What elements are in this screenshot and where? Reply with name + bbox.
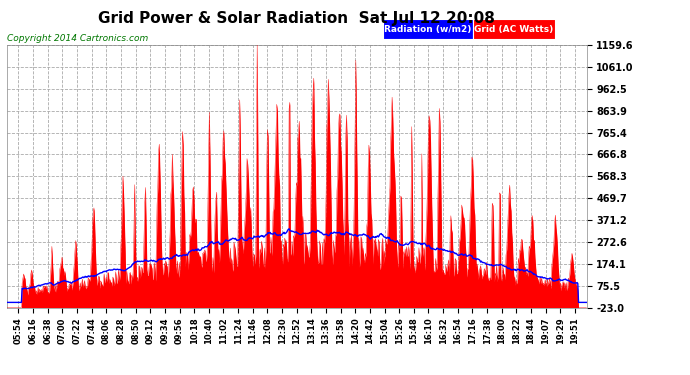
- Text: Copyright 2014 Cartronics.com: Copyright 2014 Cartronics.com: [7, 34, 148, 43]
- Text: Grid (AC Watts): Grid (AC Watts): [475, 25, 553, 34]
- Text: Radiation (w/m2): Radiation (w/m2): [384, 25, 471, 34]
- Text: Grid Power & Solar Radiation  Sat Jul 12 20:08: Grid Power & Solar Radiation Sat Jul 12 …: [98, 11, 495, 26]
